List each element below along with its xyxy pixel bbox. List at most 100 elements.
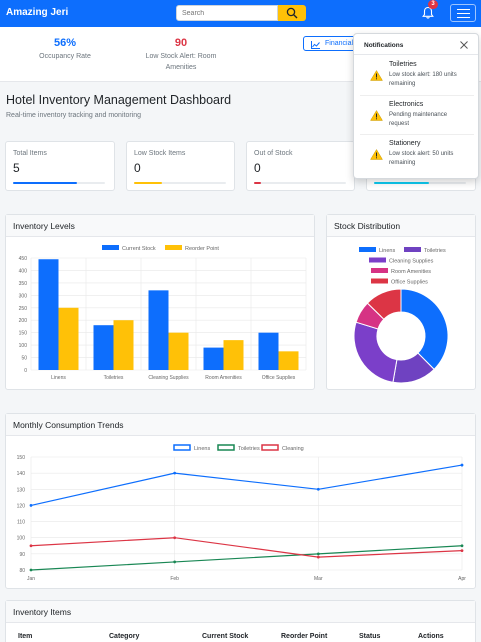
bar — [203, 347, 224, 370]
monthly-trends-panel: Monthly Consumption Trends Linens Toiletr… — [5, 413, 476, 589]
bar — [38, 259, 59, 370]
notification-desc: Pending maintenance request — [389, 112, 448, 127]
progress-track — [13, 182, 105, 184]
panel-header: Stock Distribution — [327, 215, 475, 237]
page-title: Hotel Inventory Management Dashboard — [6, 93, 232, 107]
progress-fill — [374, 182, 430, 184]
data-point — [460, 463, 464, 467]
occupancy-value: 56% — [53, 37, 77, 49]
search-icon — [286, 7, 298, 19]
data-point — [316, 552, 320, 556]
pie-slice — [366, 288, 402, 320]
page-subtitle: Real-time inventory tracking and monitor… — [6, 112, 142, 119]
notification-title: Stationery — [389, 140, 421, 147]
x-tick-label: Toiletries — [104, 375, 124, 381]
table-header-current-stock[interactable]: Current Stock — [202, 633, 249, 640]
menu-toggle-button[interactable] — [450, 4, 476, 22]
summary-card-value: 5 — [13, 161, 20, 175]
y-tick-label: 90 — [19, 552, 25, 558]
legend-label: Current Stock — [122, 246, 156, 252]
notification-item[interactable]: Toiletries Low stock alert: 180 units rem… — [360, 56, 474, 92]
legend-label: Room Amenities — [391, 269, 431, 275]
close-icon[interactable] — [460, 41, 468, 49]
bar — [258, 332, 279, 370]
y-tick-label: 150 — [17, 455, 26, 461]
notification-title: Toiletries — [389, 61, 417, 68]
y-tick-label: 200 — [19, 318, 28, 324]
data-point — [29, 544, 33, 548]
progress-fill — [254, 182, 262, 184]
search-button[interactable] — [278, 5, 306, 21]
table-header-category[interactable]: Category — [109, 633, 140, 640]
y-tick-label: 450 — [19, 256, 28, 262]
notifications-dropdown: Notifications Toiletries Low stock alert… — [353, 33, 479, 179]
x-tick-label: Mar — [314, 576, 323, 582]
summary-card-value: 0 — [134, 161, 141, 175]
legend-label: Toiletries — [238, 446, 260, 452]
low-stock-alert-label: Low Stock Alert: Room Amenities — [145, 53, 217, 71]
data-point — [29, 504, 33, 507]
y-tick-label: 100 — [19, 343, 28, 349]
table-header-reorder-point[interactable]: Reorder Point — [281, 633, 328, 640]
data-point — [316, 555, 320, 559]
low-stock-alert-value: 90 — [174, 37, 188, 49]
y-tick-label: 50 — [21, 356, 27, 362]
bar — [148, 290, 169, 370]
legend-label: Cleaning — [282, 446, 304, 452]
series-line — [30, 464, 463, 507]
summary-card-total-items: Total Items 5 — [5, 141, 115, 191]
panel-header: Inventory Items — [6, 601, 475, 623]
table-header-actions[interactable]: Actions — [418, 633, 444, 640]
inventory-levels-chart: Current Stock Reorder Point 450 400 350 300 25… — [19, 245, 307, 381]
notification-item[interactable]: Stationery Low stock alert: 50 units rema… — [360, 134, 474, 170]
series-line — [30, 545, 463, 571]
legend-label: Linens — [194, 446, 210, 452]
x-tick-label: Office Supplies — [262, 375, 296, 381]
bar — [223, 340, 244, 370]
progress-track — [374, 182, 466, 184]
y-tick-label: 130 — [17, 487, 26, 493]
summary-card-label: Total Items — [13, 150, 47, 157]
summary-card-out-of-stock: Out of Stock 0 — [246, 141, 355, 191]
legend-label: Toiletries — [424, 248, 446, 254]
y-tick-label: 300 — [19, 293, 28, 299]
y-tick-label: 80 — [19, 568, 25, 574]
pie-slice — [400, 288, 449, 371]
brand-logo[interactable]: Amazing Jeri — [6, 7, 69, 18]
inventory-items-panel: Inventory Items — [5, 600, 476, 642]
y-tick-label: 110 — [17, 520, 25, 526]
notification-desc: Low stock alert: 180 units remaining — [389, 72, 457, 87]
monthly-trends-chart: Linens Toiletries Cleaning 150 140 130 120 110 1… — [17, 444, 466, 582]
hamburger-icon — [457, 9, 470, 10]
x-tick-label: Room Amenities — [205, 375, 242, 381]
progress-fill — [13, 182, 78, 184]
legend-swatch — [261, 444, 279, 451]
legend-label: Linens — [379, 248, 395, 254]
legend-label: Cleaning Supplies — [389, 259, 434, 265]
table-header-item[interactable]: Item — [18, 633, 33, 640]
search-input[interactable] — [176, 5, 278, 21]
y-tick-label: 250 — [19, 306, 28, 312]
legend-swatch — [102, 245, 119, 250]
pie-slice — [353, 321, 398, 383]
bar — [168, 332, 189, 370]
y-tick-label: 350 — [19, 281, 28, 287]
y-tick-label: 100 — [17, 536, 26, 542]
progress-track — [134, 182, 226, 184]
progress-track — [254, 182, 346, 184]
y-tick-label: 140 — [17, 471, 26, 477]
panel-header: Inventory Levels — [6, 215, 314, 237]
data-point — [173, 471, 177, 475]
data-point — [316, 487, 320, 491]
notification-title: Electronics — [389, 101, 424, 108]
legend-swatch — [371, 278, 388, 284]
chart-line-icon — [311, 41, 320, 49]
legend-swatch — [165, 245, 182, 250]
legend-swatch — [371, 268, 388, 273]
notification-item[interactable]: Electronics Pending maintenance request — [360, 95, 474, 131]
data-point — [29, 568, 33, 572]
x-tick-label: Feb — [170, 576, 179, 582]
table-header-status[interactable]: Status — [359, 633, 381, 640]
occupancy-label: Occupancy Rate — [39, 53, 91, 60]
bar — [58, 307, 79, 370]
